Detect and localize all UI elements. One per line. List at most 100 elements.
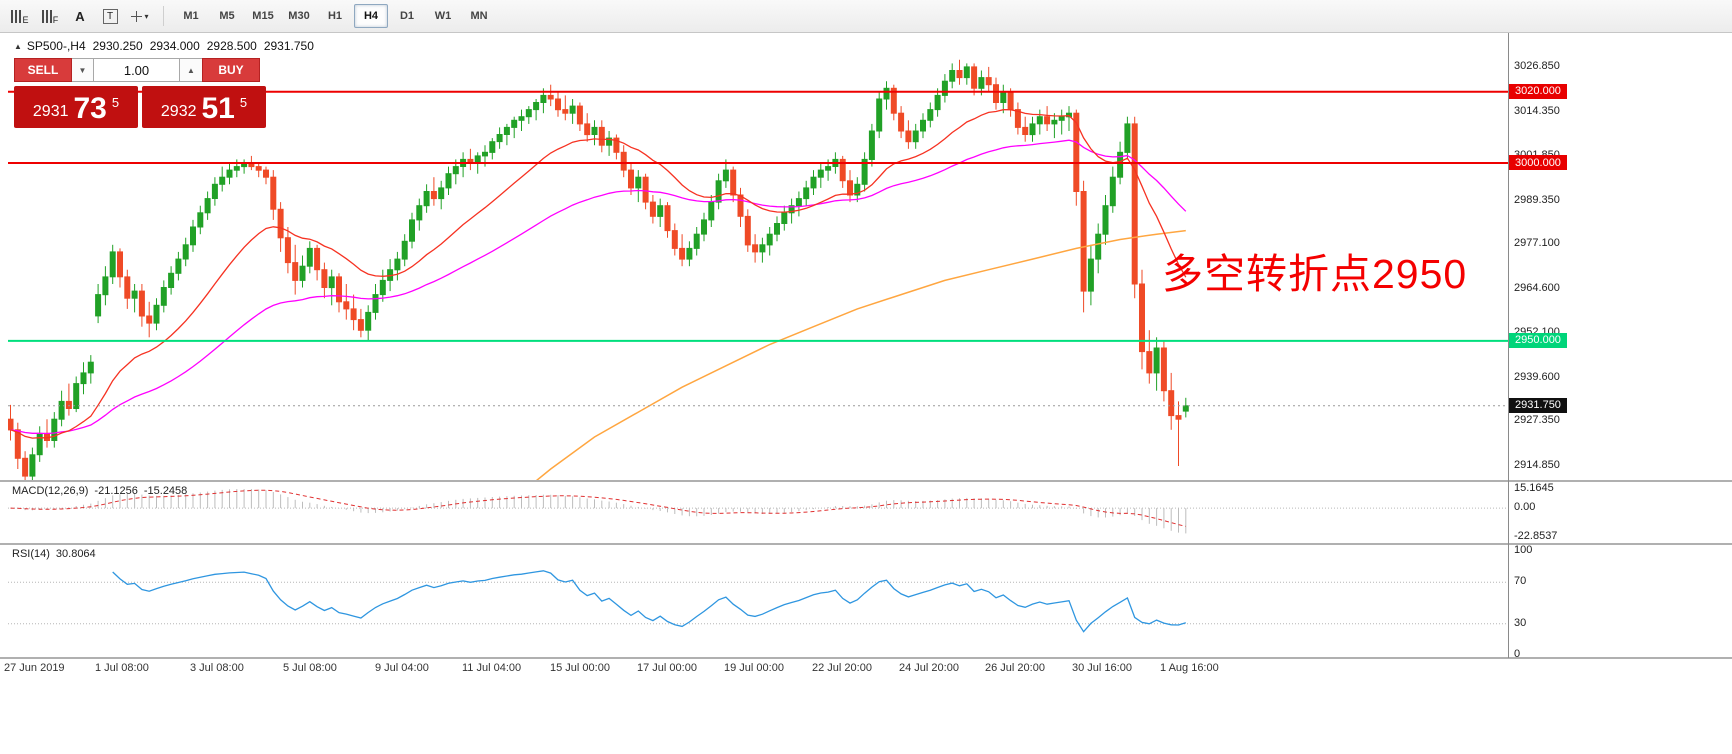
candle: [175, 258, 182, 274]
candle: [525, 109, 532, 118]
panel-splitter[interactable]: [0, 657, 1732, 659]
candle: [774, 223, 780, 235]
time-axis-label: 1 Aug 16:00: [1160, 662, 1219, 674]
timeframe-button-H4[interactable]: H4: [354, 4, 388, 28]
candle: [708, 201, 715, 221]
timeframe-button-D1[interactable]: D1: [399, 10, 415, 22]
candle: [109, 251, 116, 278]
candle: [766, 233, 773, 246]
candle: [482, 151, 488, 157]
candle: [438, 187, 445, 200]
candle: [58, 400, 65, 420]
candle: [423, 191, 430, 207]
macd-value-signal: -15.2458: [143, 485, 188, 497]
candle: [1051, 119, 1058, 125]
candle: [941, 80, 948, 96]
sell-price-tile[interactable]: 2931 73 5: [14, 86, 138, 128]
buy-button[interactable]: BUY: [202, 58, 260, 82]
textbox-tool-icon[interactable]: T: [96, 3, 124, 29]
icon-letter: T: [102, 8, 118, 24]
candle: [671, 230, 678, 249]
timeframe-button-MN[interactable]: MN: [470, 10, 488, 22]
chart-style-f-icon[interactable]: F: [36, 3, 64, 29]
one-click-trade-panel: SELL ▼ ▲ BUY: [14, 58, 260, 82]
candle: [993, 84, 999, 103]
candle: [584, 123, 591, 136]
candle: [876, 98, 883, 132]
candle: [1175, 415, 1182, 420]
chart-style-e-icon[interactable]: E: [6, 3, 34, 29]
candle: [817, 169, 824, 178]
candle: [496, 134, 503, 143]
candle: [693, 233, 700, 249]
timeframe-button-H1[interactable]: H1: [327, 10, 343, 22]
candle: [8, 418, 14, 431]
candle: [190, 226, 196, 246]
candle: [489, 141, 496, 153]
candle: [1182, 405, 1189, 412]
candle: [985, 77, 992, 86]
candle: [649, 201, 656, 217]
time-axis-label: 19 Jul 00:00: [724, 662, 784, 674]
timeframe-button-M5[interactable]: M5: [219, 10, 235, 22]
candle: [503, 126, 510, 136]
candle: [1080, 191, 1087, 292]
rsi-axis-label: 70: [1514, 575, 1527, 588]
panel-splitter[interactable]: [0, 543, 1732, 545]
candle: [759, 244, 766, 253]
candle: [737, 194, 744, 217]
candle: [372, 294, 379, 313]
timeframe-button-M1[interactable]: M1: [183, 10, 199, 22]
volume-decrease-icon[interactable]: ▼: [72, 58, 94, 82]
sell-button[interactable]: SELL: [14, 58, 72, 82]
candle: [343, 301, 350, 310]
candle: [547, 94, 554, 100]
buy-price-tile[interactable]: 2932 51 5: [142, 86, 266, 128]
timeframe-button-M15[interactable]: M15: [252, 10, 274, 22]
timeframe-button-W1[interactable]: W1: [434, 10, 452, 22]
candle: [365, 311, 372, 331]
text-annotation-icon[interactable]: A: [66, 3, 94, 29]
time-axis-label: 11 Jul 04:00: [462, 662, 522, 674]
toolbar: E F A T ▾ M1 M5 M15 M30 H1 H4 D1 W1 MN: [0, 0, 1732, 33]
candle: [124, 276, 131, 299]
bid-frac: 5: [111, 95, 120, 110]
candle: [861, 158, 868, 185]
panel-splitter[interactable]: [0, 480, 1732, 482]
candle: [131, 290, 138, 299]
time-axis-label: 22 Jul 20:00: [812, 662, 872, 674]
chart-text-annotation[interactable]: 多空转折点2950: [1162, 251, 1468, 297]
bid-ask-tiles: 2931 73 5 2932 51 5: [14, 86, 266, 128]
candle: [1153, 347, 1160, 374]
candle: [803, 187, 810, 200]
candle: [715, 180, 722, 203]
price-axis-label: 2989.350: [1514, 193, 1560, 206]
candle: [920, 119, 926, 132]
candle: [379, 279, 386, 296]
candle: [211, 183, 218, 200]
candle: [1139, 283, 1145, 353]
candle: [883, 87, 890, 100]
time-axis-label: 15 Jul 00:00: [550, 662, 610, 674]
candle: [562, 109, 569, 114]
time-axis-label: 27 Jun 2019: [4, 662, 65, 674]
candle: [357, 319, 364, 331]
candle: [401, 240, 408, 260]
volume-input[interactable]: [94, 58, 180, 82]
timeframe-button-M30[interactable]: M30: [288, 10, 310, 22]
collapse-panel-icon[interactable]: ▲: [14, 41, 22, 51]
candle: [956, 70, 963, 79]
volume-increase-icon[interactable]: ▲: [180, 58, 202, 82]
symbol-ohlc-info: ▲ SP500-,H4 2930.250 2934.000 2928.500 2…: [14, 39, 321, 53]
candle: [321, 269, 328, 289]
price-axis-label: 2927.350: [1514, 414, 1560, 427]
candle: [628, 169, 634, 189]
macd-title: MACD(12,26,9): [12, 485, 89, 497]
candle: [635, 176, 642, 189]
macd-axis-label: -22.8537: [1514, 530, 1558, 542]
toolbar-icon-group: E F A T ▾: [6, 3, 154, 29]
candle: [102, 276, 109, 296]
candle: [284, 237, 291, 264]
cursor-tool-icon[interactable]: ▾: [126, 3, 154, 29]
